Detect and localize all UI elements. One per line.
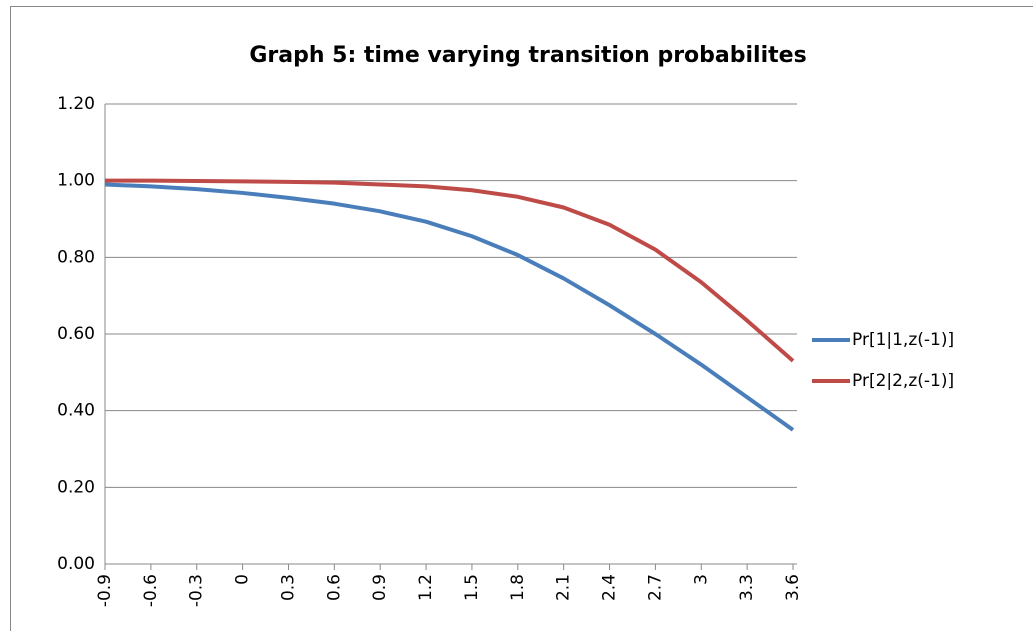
x-tick-label: 1.5 [462, 574, 482, 601]
x-tick-label: 3 [691, 574, 711, 585]
chart-border [11, 7, 1033, 632]
x-tick-label: 3.6 [783, 574, 803, 601]
x-tick-label: 0 [233, 574, 253, 585]
legend-label: Pr[2|2,z(-1)] [852, 371, 954, 391]
y-tick-label: 0.80 [57, 247, 95, 267]
x-tick-label: 2.7 [645, 574, 665, 601]
x-tick-label: -0.3 [187, 574, 207, 607]
y-tick-label: 0.40 [57, 401, 95, 421]
y-tick-label: 0.20 [57, 477, 95, 497]
y-tick-label: 1.20 [57, 94, 95, 114]
y-tick-label: 1.00 [57, 171, 95, 191]
x-tick-label: 2.4 [600, 574, 620, 601]
x-tick-label: 0.9 [370, 574, 390, 601]
x-tick-label: 1.8 [508, 574, 528, 601]
x-tick-label: 0.3 [278, 574, 298, 601]
x-tick-label: 1.2 [416, 574, 436, 601]
legend-label: Pr[1|1,z(-1)] [852, 330, 954, 350]
x-tick-label: 0.6 [324, 574, 344, 601]
chart-title: Graph 5: time varying transition probabi… [249, 43, 806, 68]
y-tick-label: 0.60 [57, 324, 95, 344]
x-tick-label: -0.9 [95, 574, 115, 607]
x-tick-label: -0.6 [141, 574, 161, 607]
x-tick-label: 3.3 [737, 574, 757, 601]
y-tick-label: 0.00 [57, 554, 95, 574]
x-tick-label: 2.1 [554, 574, 574, 601]
